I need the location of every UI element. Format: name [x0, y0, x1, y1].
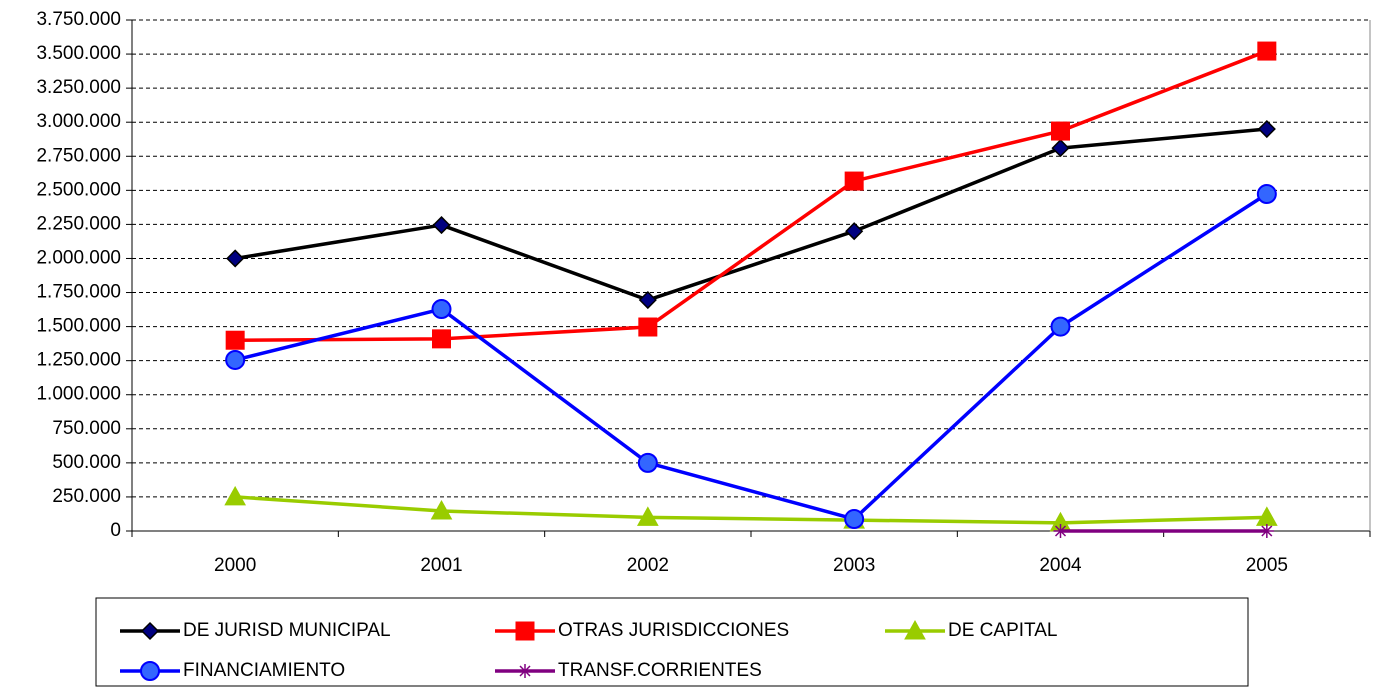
- x-tick-label: 2001: [420, 555, 462, 576]
- x-tick-label: 2005: [1246, 555, 1288, 576]
- marker-stroke: [1261, 525, 1273, 537]
- marker: [432, 216, 451, 235]
- y-tick-label: 3.250.000: [36, 77, 121, 98]
- y-tick-label: 2.500.000: [36, 179, 121, 200]
- marker: [638, 290, 657, 310]
- marker: [224, 485, 247, 506]
- marker: [844, 171, 864, 191]
- marker: [432, 329, 451, 349]
- y-tick-label: 1.500.000: [36, 316, 121, 337]
- legend-box: [95, 597, 1249, 687]
- series-line: [234, 192, 1268, 521]
- marker: [140, 661, 160, 681]
- marker: [1257, 41, 1277, 61]
- marker: [518, 664, 532, 678]
- marker: [637, 452, 658, 473]
- marker: [515, 621, 535, 641]
- marker: [1257, 119, 1276, 139]
- y-tick-label: 1.750.000: [36, 282, 121, 303]
- marker: [1053, 524, 1068, 538]
- y-tick-label: 1.250.000: [36, 350, 121, 371]
- marker: [226, 249, 245, 268]
- marker: [1051, 121, 1070, 141]
- marker: [1259, 524, 1274, 538]
- x-tick-label: 2002: [627, 555, 669, 576]
- marker: [140, 621, 160, 641]
- y-tick-label: 2.000.000: [36, 247, 121, 268]
- marker: [1050, 316, 1071, 337]
- marker: [636, 506, 659, 526]
- legend-label: DE JURISD MUNICIPAL: [183, 620, 391, 641]
- legend-label: FINANCIAMIENTO: [183, 660, 345, 681]
- series-line: [235, 49, 1268, 342]
- marker: [431, 299, 452, 320]
- x-tick-label: 2003: [833, 555, 875, 576]
- marker: [904, 619, 926, 640]
- x-tick-label: 2000: [214, 555, 256, 576]
- marker: [638, 317, 658, 337]
- legend-label: OTRAS JURISDICCIONES: [558, 620, 789, 641]
- marker: [1256, 184, 1277, 205]
- marker: [844, 509, 865, 530]
- y-tick-label: 2.750.000: [36, 145, 121, 166]
- y-tick-label: 3.750.000: [36, 9, 121, 30]
- x-tick-label: 2004: [1039, 555, 1082, 576]
- marker: [845, 222, 864, 241]
- legend-label: TRANSF.CORRIENTES: [558, 660, 762, 681]
- marker: [430, 499, 453, 520]
- legend-label: DE CAPITAL: [948, 620, 1057, 641]
- y-tick-label: 500.000: [52, 452, 121, 473]
- marker: [225, 330, 245, 350]
- series-line: [234, 127, 1267, 302]
- marker: [225, 349, 246, 370]
- marker-stroke: [1054, 525, 1067, 537]
- y-tick-label: 3.500.000: [36, 43, 121, 64]
- y-tick-label: 3.000.000: [36, 111, 121, 132]
- y-tick-label: 2.250.000: [36, 213, 121, 234]
- marker: [1051, 139, 1070, 158]
- y-tick-label: 750.000: [52, 418, 121, 439]
- series-line: [235, 495, 1267, 525]
- y-tick-label: 250.000: [52, 486, 121, 507]
- y-tick-label: 1.000.000: [36, 384, 121, 405]
- y-tick-label: 0: [110, 520, 121, 541]
- marker-stroke: [519, 665, 531, 677]
